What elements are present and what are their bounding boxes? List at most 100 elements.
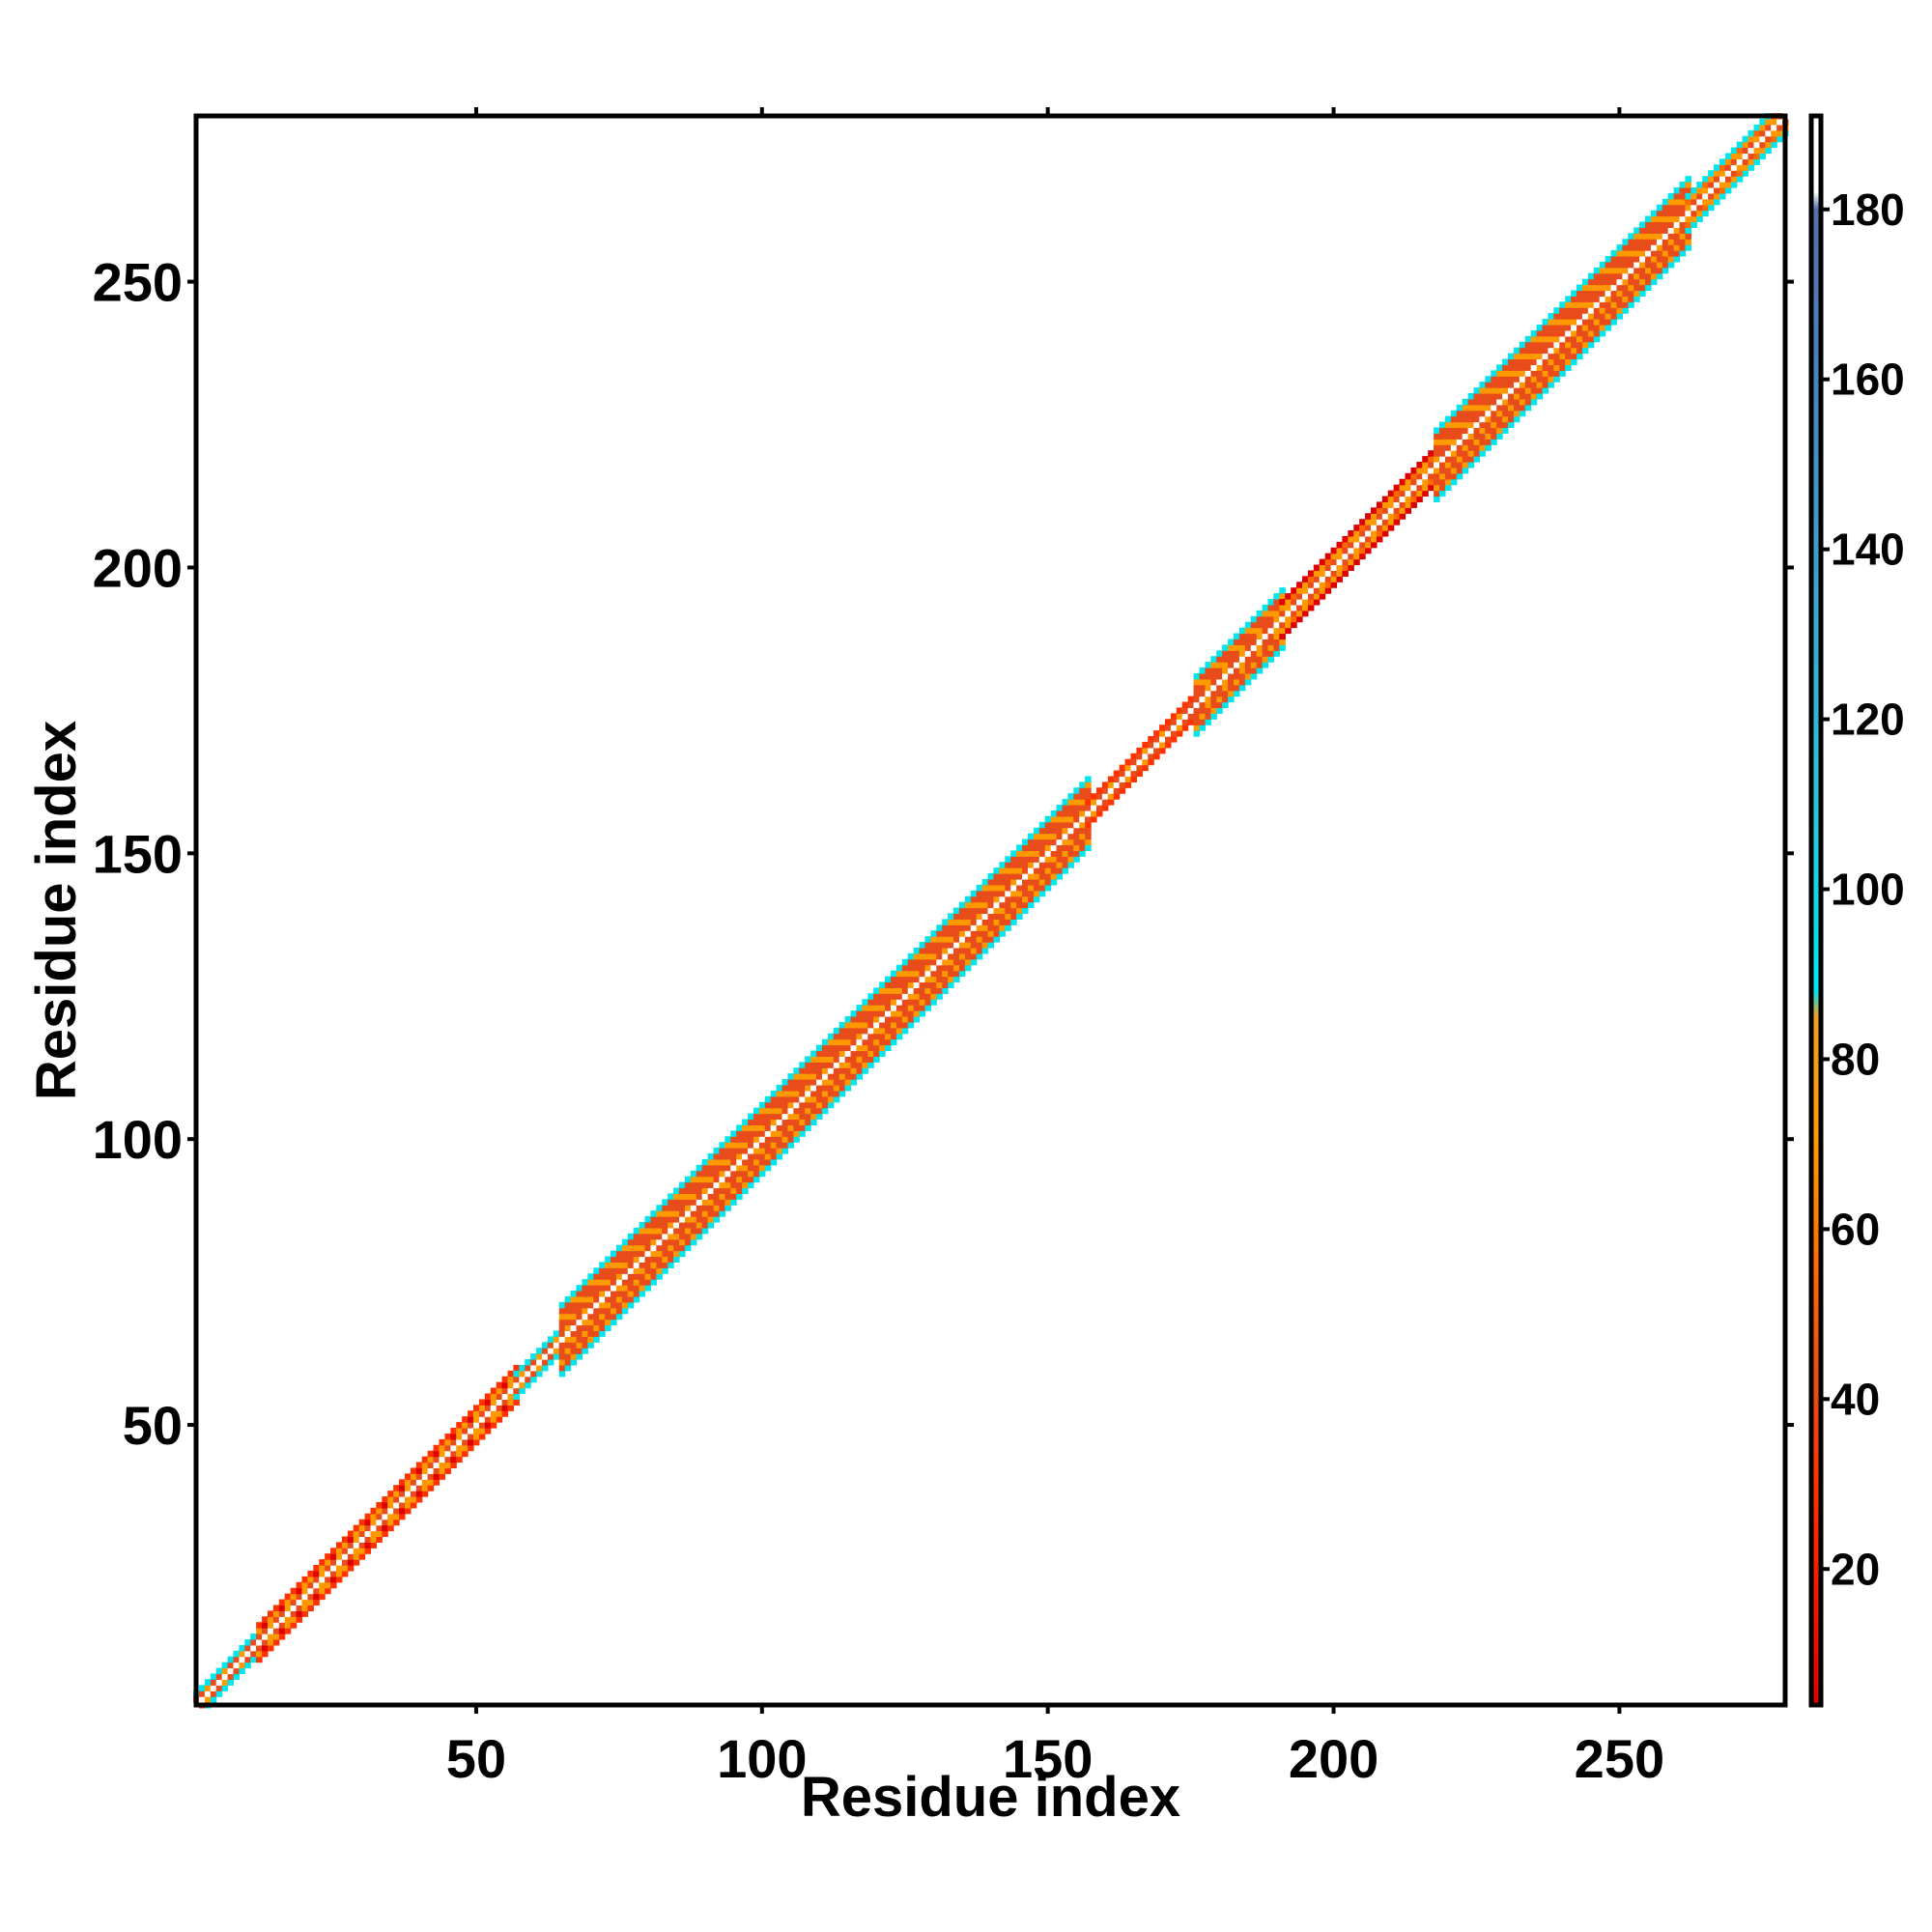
- heatmap-cell: [382, 1530, 388, 1538]
- heatmap-cell: [639, 1233, 646, 1240]
- heatmap-cell: [873, 987, 880, 994]
- heatmap-cell: [1524, 353, 1532, 360]
- heatmap-cell: [1645, 255, 1652, 263]
- heatmap-cell: [713, 1164, 721, 1172]
- heatmap-cell: [1708, 186, 1715, 194]
- heatmap-cell: [701, 1199, 709, 1206]
- heatmap-cell: [1605, 307, 1612, 314]
- heatmap-cell: [844, 1027, 852, 1035]
- heatmap-cell: [1524, 347, 1532, 355]
- heatmap-cell: [1548, 376, 1554, 383]
- heatmap-cell: [1279, 621, 1286, 629]
- heatmap-cell: [1244, 627, 1252, 635]
- heatmap-cell: [1685, 186, 1691, 194]
- heatmap-cell: [1650, 244, 1658, 251]
- heatmap-cell: [1205, 678, 1211, 686]
- heatmap-cell: [1462, 450, 1469, 457]
- heatmap-cell: [1719, 158, 1726, 165]
- heatmap-cell: [615, 1307, 623, 1315]
- heatmap-cell: [1616, 255, 1623, 263]
- heatmap-cell: [576, 1324, 583, 1332]
- heatmap-cell: [924, 1005, 931, 1011]
- heatmap-cell: [850, 1015, 858, 1023]
- heatmap-cell: [639, 1256, 646, 1264]
- heatmap-cell: [1079, 827, 1086, 835]
- heatmap-cell: [873, 1038, 880, 1046]
- heatmap-cell: [1187, 719, 1195, 725]
- heatmap-cell: [838, 1073, 846, 1080]
- heatmap-cell: [233, 1650, 240, 1658]
- heatmap-cell: [1467, 439, 1475, 445]
- heatmap-cell: [284, 1616, 292, 1623]
- heatmap-cell: [1667, 210, 1675, 217]
- heatmap-cell: [1599, 329, 1606, 337]
- heatmap-cell: [587, 1313, 594, 1321]
- heatmap-cell: [198, 1696, 206, 1703]
- heatmap-cell: [764, 1142, 772, 1149]
- y-tick-label: 200: [93, 537, 183, 598]
- heatmap-cell: [958, 942, 966, 949]
- heatmap-cell: [1256, 633, 1264, 640]
- heatmap-cell: [1038, 890, 1046, 897]
- heatmap-cell: [1524, 370, 1532, 377]
- y-tick-label: 150: [93, 823, 183, 884]
- heatmap-cell: [1502, 398, 1509, 406]
- heatmap-cell: [1508, 404, 1515, 412]
- heatmap-cell: [301, 1587, 308, 1595]
- heatmap-cell: [1371, 519, 1378, 526]
- heatmap-cell: [1124, 781, 1132, 788]
- heatmap-cell: [444, 1444, 451, 1452]
- heatmap-cell: [1250, 644, 1258, 651]
- heatmap-cell: [758, 1158, 766, 1166]
- heatmap-cell: [605, 1319, 611, 1326]
- heatmap-cell: [1027, 901, 1035, 909]
- heatmap-cell: [696, 1176, 703, 1183]
- heatmap-cell: [833, 1050, 840, 1057]
- heatmap-cell: [1199, 668, 1206, 674]
- heatmap-cell: [1376, 535, 1383, 543]
- heatmap-cell: [1634, 233, 1640, 240]
- heatmap-cell: [856, 1062, 863, 1068]
- heatmap-cell: [1444, 421, 1452, 429]
- heatmap-cell: [650, 1227, 657, 1235]
- heatmap-cell: [1456, 450, 1463, 457]
- heatmap-cell: [1387, 525, 1395, 531]
- heatmap-cell: [770, 1119, 778, 1125]
- heatmap-cell: [862, 1033, 868, 1040]
- heatmap-cell: [1022, 907, 1029, 915]
- heatmap-cell: [850, 1021, 858, 1029]
- heatmap-cell: [267, 1628, 274, 1634]
- heatmap-cell: [1210, 707, 1217, 714]
- heatmap-cell: [719, 1158, 725, 1166]
- heatmap-cell: [668, 1193, 674, 1200]
- heatmap-cell: [953, 976, 960, 983]
- heatmap-cell: [272, 1610, 280, 1617]
- heatmap-cell: [901, 1015, 909, 1023]
- heatmap-cell: [1571, 296, 1577, 302]
- heatmap-cell: [1256, 650, 1264, 657]
- heatmap-cell: [576, 1295, 583, 1303]
- heatmap-cell: [1073, 793, 1080, 800]
- heatmap-cell: [1319, 587, 1326, 594]
- heatmap-cell: [1708, 204, 1715, 212]
- heatmap-cell: [1285, 627, 1292, 635]
- heatmap-cell: [1565, 335, 1572, 343]
- heatmap-cell: [1462, 427, 1469, 434]
- heatmap-cell: [833, 1044, 840, 1052]
- heatmap-cell: [1656, 215, 1663, 223]
- heatmap-cell: [393, 1491, 400, 1497]
- heatmap-cell: [1005, 862, 1011, 868]
- heatmap-cell: [1634, 278, 1640, 286]
- heatmap-cell: [1736, 164, 1744, 171]
- heatmap-cell: [1542, 335, 1549, 343]
- heatmap-cell: [753, 1107, 760, 1115]
- heatmap-cell: [1702, 186, 1709, 194]
- heatmap-cell: [1159, 736, 1166, 743]
- heatmap-cell: [513, 1387, 520, 1395]
- heatmap-cell: [981, 942, 989, 949]
- heatmap-cell: [1142, 747, 1149, 754]
- heatmap-cell: [1450, 478, 1458, 486]
- heatmap-cell: [639, 1267, 646, 1274]
- heatmap-cell: [1587, 290, 1595, 297]
